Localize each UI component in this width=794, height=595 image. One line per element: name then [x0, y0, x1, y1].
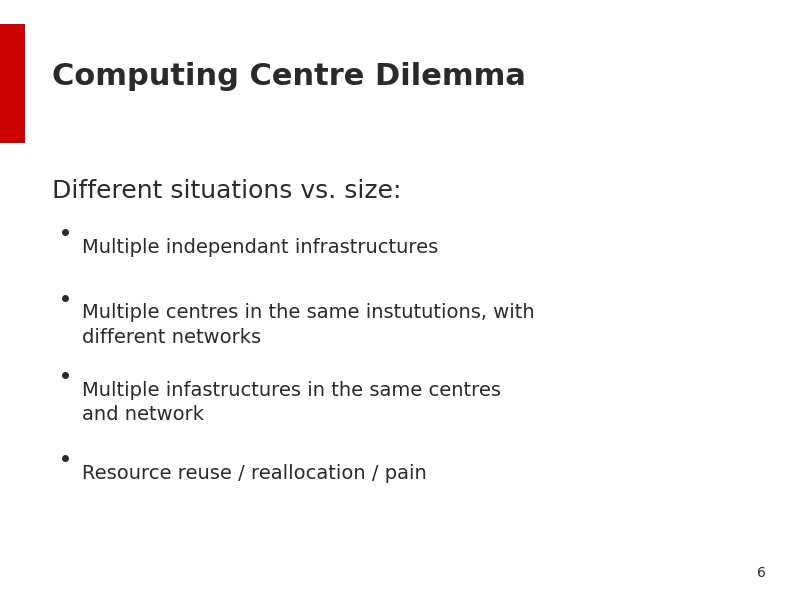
Text: Resource reuse / reallocation / pain: Resource reuse / reallocation / pain — [82, 464, 426, 483]
Text: Multiple independant infrastructures: Multiple independant infrastructures — [82, 238, 438, 257]
Text: Multiple centres in the same instututions, with
different networks: Multiple centres in the same instutution… — [82, 303, 534, 347]
Text: Multiple infastructures in the same centres
and network: Multiple infastructures in the same cent… — [82, 381, 501, 424]
Text: Different situations vs. size:: Different situations vs. size: — [52, 178, 401, 202]
Text: Computing Centre Dilemma: Computing Centre Dilemma — [52, 62, 526, 92]
Text: 6: 6 — [757, 566, 766, 580]
Bar — [0, 24, 25, 143]
